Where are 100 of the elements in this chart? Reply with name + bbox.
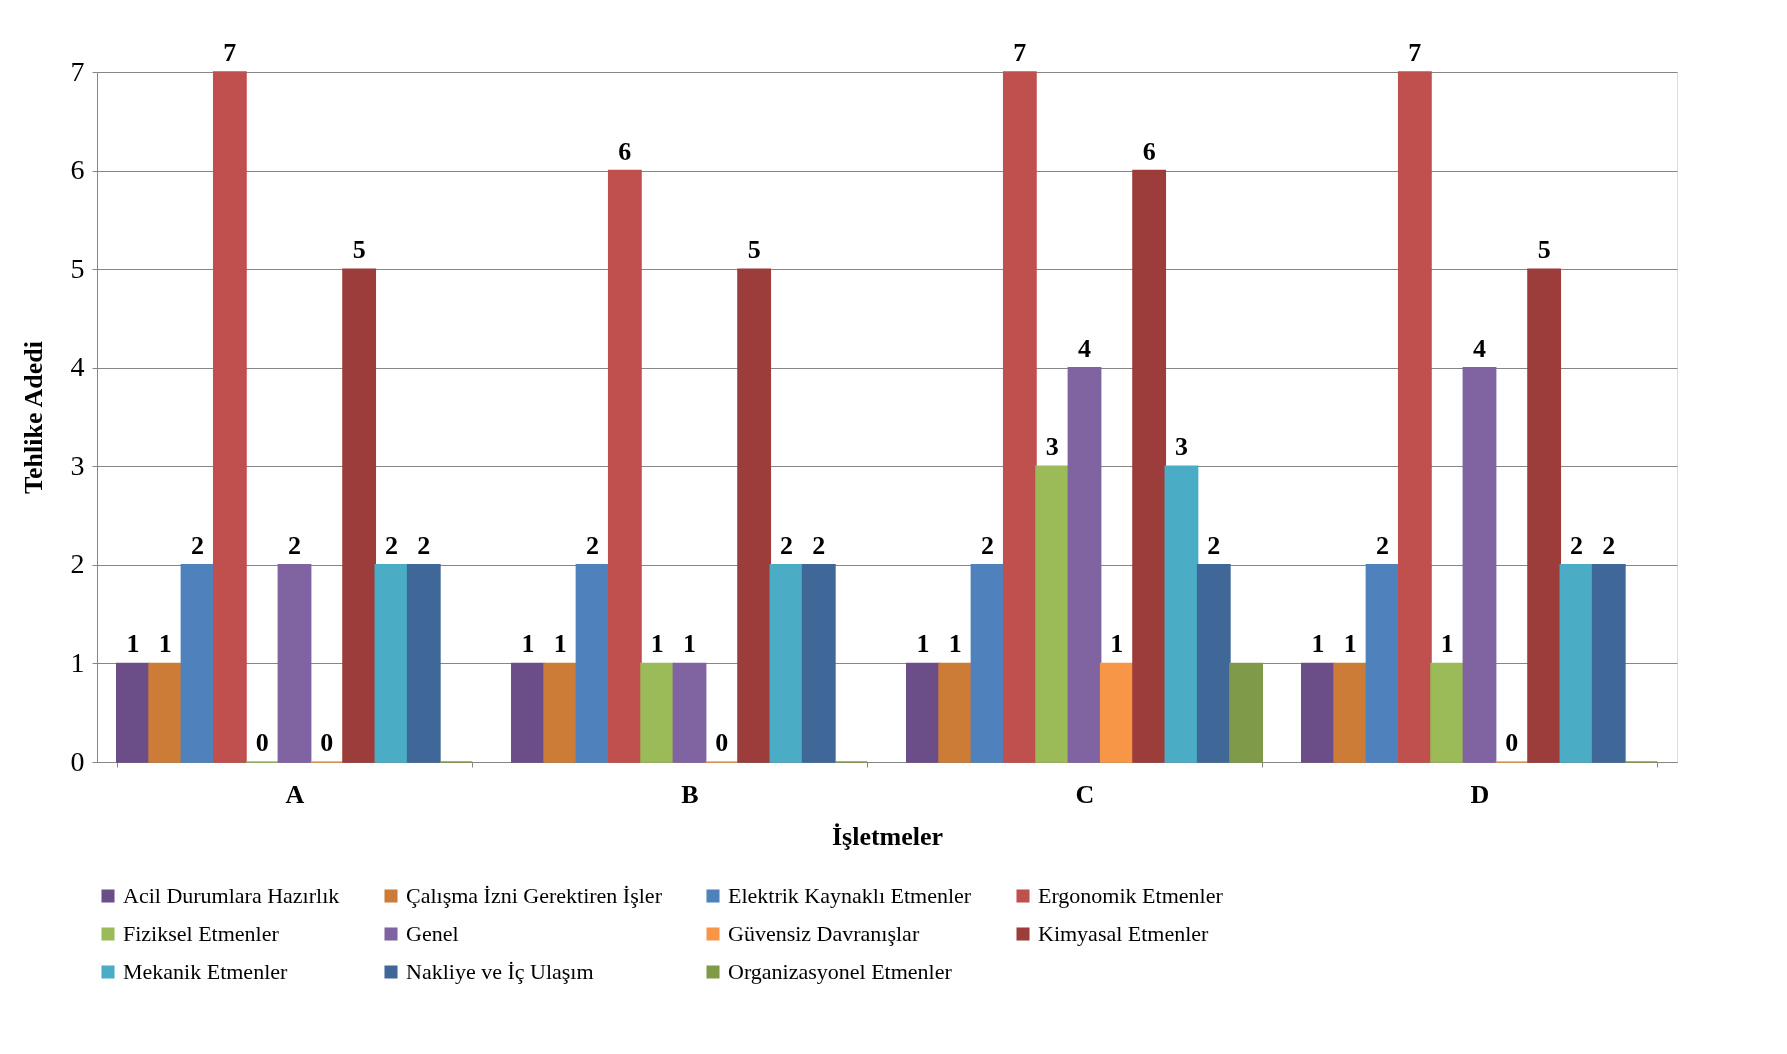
data-label: 5	[747, 235, 761, 265]
y-tick-label: 1	[70, 646, 85, 678]
data-label: 2	[384, 530, 398, 560]
y-tick-label: 0	[70, 745, 85, 777]
bar	[148, 662, 183, 763]
legend-label: Organizasyonel Etmenler	[728, 959, 953, 984]
bar	[1132, 169, 1167, 763]
bar	[277, 564, 312, 763]
bar	[374, 564, 409, 763]
data-label: 2	[1602, 530, 1616, 560]
data-label: 2	[812, 530, 826, 560]
data-label: 4	[1473, 333, 1486, 363]
bar	[769, 564, 804, 763]
bar	[1365, 564, 1400, 763]
data-label: 1	[1311, 629, 1325, 659]
data-label: 6	[1142, 136, 1156, 166]
bar	[1333, 662, 1368, 763]
data-label: 1	[948, 629, 962, 659]
bar	[1301, 662, 1335, 763]
legend-label: Kimyasal Etmenler	[1038, 921, 1210, 946]
bar	[543, 662, 578, 763]
bar	[1462, 366, 1497, 763]
data-label: 0	[255, 728, 269, 757]
bar	[1527, 268, 1562, 763]
x-tick-label: C	[1075, 779, 1095, 809]
bar	[1099, 662, 1134, 763]
data-label: 1	[1110, 629, 1124, 659]
data-label: 4	[1078, 333, 1091, 363]
data-label: 3	[1045, 432, 1059, 462]
legend-label: Genel	[406, 921, 459, 946]
bar	[1164, 465, 1199, 763]
bar	[970, 564, 1005, 763]
y-tick-label: 7	[70, 55, 85, 87]
data-label: 7	[1408, 38, 1422, 67]
bar	[1229, 662, 1263, 763]
bar	[1196, 564, 1231, 763]
y-tick-label: 3	[70, 449, 85, 481]
data-label: 2	[586, 530, 600, 560]
data-label: 2	[191, 530, 205, 560]
data-label: 2	[288, 530, 301, 560]
x-axis-title: İşletmeler	[831, 821, 944, 851]
data-label: 3	[1174, 432, 1188, 462]
x-tick-label: A	[285, 779, 305, 809]
data-label: 1	[650, 629, 664, 659]
data-label: 1	[521, 629, 535, 659]
bar	[906, 662, 940, 763]
data-label: 0	[715, 728, 729, 757]
data-label: 1	[553, 629, 567, 659]
bar	[1397, 71, 1432, 763]
legend-label: Mekanik Etmenler	[123, 959, 289, 984]
data-label: 1	[158, 629, 172, 659]
y-tick-label: 5	[70, 252, 85, 284]
bar	[801, 564, 836, 763]
bar	[640, 662, 675, 763]
data-label: 1	[126, 629, 140, 659]
x-tick-label: D	[1470, 779, 1490, 809]
bar	[607, 169, 642, 763]
data-label: 7	[223, 38, 237, 67]
legend-label: Güvensiz Davranışlar	[728, 921, 920, 946]
data-label: 5	[1537, 235, 1551, 265]
data-label: 1	[1343, 629, 1357, 659]
data-label: 2	[1376, 530, 1390, 560]
y-axis-title: Tehlike Adedi	[18, 341, 48, 494]
y-tick-label: 2	[70, 548, 85, 580]
bar	[737, 268, 772, 763]
data-label: 6	[618, 136, 632, 166]
data-label: 0	[320, 728, 334, 757]
data-label: 2	[981, 530, 995, 560]
data-label: 1	[683, 629, 696, 659]
legend-label: Acil Durumlara Hazırlık	[123, 883, 340, 908]
data-label: 0	[1505, 728, 1519, 757]
bar	[342, 268, 377, 763]
bar	[180, 564, 215, 763]
data-label: 1	[1440, 629, 1454, 659]
legend-label: Ergonomik Etmenler	[1038, 883, 1224, 908]
x-tick-label: B	[681, 779, 699, 809]
bar	[672, 662, 707, 763]
bar	[511, 662, 545, 763]
legend-label: Elektrik Kaynaklı Etmenler	[728, 883, 972, 908]
bar	[1430, 662, 1465, 763]
bar	[212, 71, 247, 763]
legend-label: Çalışma İzni Gerektiren İşler	[406, 883, 663, 908]
bar	[938, 662, 973, 763]
bar	[406, 564, 441, 763]
data-label: 2	[1207, 530, 1221, 560]
bar	[1591, 564, 1626, 763]
data-label: 2	[417, 530, 431, 560]
data-label: 1	[916, 629, 930, 659]
bar	[1559, 564, 1594, 763]
bar	[575, 564, 610, 763]
data-label: 2	[1569, 530, 1583, 560]
legend-label: Fiziksel Etmenler	[123, 921, 280, 946]
y-tick-label: 4	[70, 351, 85, 383]
bar	[1067, 366, 1102, 763]
data-label: 7	[1013, 38, 1027, 67]
bar	[1035, 465, 1070, 763]
legend-label: Nakliye ve İç Ulaşım	[406, 959, 594, 984]
bar	[116, 662, 150, 763]
data-label: 2	[779, 530, 793, 560]
data-label: 5	[352, 235, 366, 265]
